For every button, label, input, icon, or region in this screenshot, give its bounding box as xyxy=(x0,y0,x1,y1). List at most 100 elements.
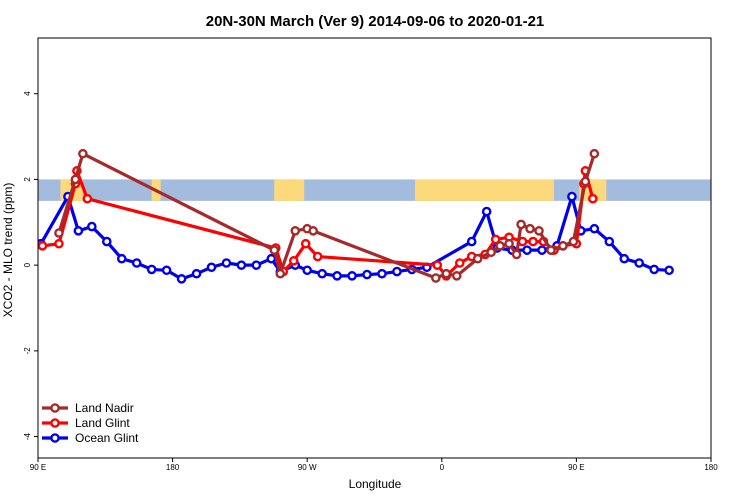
data-point xyxy=(82,193,93,204)
data-point xyxy=(38,241,48,251)
data-point xyxy=(288,256,299,266)
data-point xyxy=(317,268,327,279)
data-point xyxy=(634,258,645,268)
data-point xyxy=(466,236,477,247)
data-point xyxy=(78,148,88,159)
data-point xyxy=(490,234,501,245)
x-tick-label: 90 W xyxy=(298,463,317,472)
land-segment xyxy=(287,179,305,201)
data-point xyxy=(516,219,526,230)
data-point xyxy=(54,228,64,238)
legend-marker xyxy=(50,433,60,443)
data-point xyxy=(589,148,600,159)
data-point xyxy=(251,260,262,270)
data-point xyxy=(332,271,342,281)
y-axis-label: XCO2 - MLO trend (ppm) xyxy=(1,183,15,318)
x-tick-label: 90 E xyxy=(30,463,46,472)
data-point xyxy=(568,236,579,247)
data-point xyxy=(54,238,64,249)
data-point xyxy=(522,245,532,255)
data-point xyxy=(580,176,591,187)
data-point xyxy=(511,249,522,260)
data-point xyxy=(266,253,277,264)
data-point xyxy=(161,265,172,276)
y-tick-label: -4 xyxy=(23,432,32,440)
data-point xyxy=(534,226,544,236)
data-point xyxy=(131,258,142,268)
x-tick-label: 0 xyxy=(440,463,445,472)
data-point xyxy=(589,223,600,234)
data-point xyxy=(558,241,568,251)
legend-label: Land Nadir xyxy=(75,401,134,415)
data-point xyxy=(176,274,187,284)
data-point xyxy=(619,253,630,264)
data-point xyxy=(116,253,127,264)
data-point xyxy=(451,271,462,281)
data-point xyxy=(649,264,659,275)
data-point xyxy=(546,245,556,255)
data-point xyxy=(432,260,443,270)
data-point xyxy=(588,193,598,204)
data-point xyxy=(525,223,535,234)
data-point xyxy=(431,273,441,283)
data-point xyxy=(486,247,496,258)
legend-entry: Ocean Glint xyxy=(42,431,139,445)
x-tick-label: 180 xyxy=(166,463,180,472)
legend-marker xyxy=(50,403,60,413)
data-point xyxy=(236,260,247,270)
data-point xyxy=(504,238,514,249)
data-point xyxy=(308,226,318,236)
y-tick-label: -2 xyxy=(23,347,32,355)
data-point xyxy=(472,253,483,264)
legend-label: Ocean Glint xyxy=(75,431,139,445)
data-point xyxy=(312,251,323,262)
data-point xyxy=(528,236,538,247)
data-point xyxy=(70,174,81,185)
data-point xyxy=(221,258,232,268)
data-point xyxy=(454,258,465,268)
data-point xyxy=(604,236,615,247)
plot-frame xyxy=(37,37,712,459)
data-point xyxy=(275,268,286,279)
data-point xyxy=(537,245,547,255)
data-point xyxy=(191,268,202,279)
data-point xyxy=(347,271,357,281)
legend-entry: Land Glint xyxy=(42,416,130,430)
data-point xyxy=(73,226,84,236)
data-point xyxy=(290,226,301,236)
data-point xyxy=(567,191,577,202)
x-tick-label: 180 xyxy=(704,463,718,472)
land-segment xyxy=(70,179,83,201)
data-point xyxy=(302,265,313,276)
land-segment xyxy=(504,179,554,201)
data-point xyxy=(206,262,217,273)
y-tick-label: 4 xyxy=(23,91,32,96)
legend-entry: Land Nadir xyxy=(42,401,134,415)
series-land-nadir xyxy=(54,148,600,283)
data-point xyxy=(377,268,387,279)
series-layer xyxy=(38,148,674,284)
data-point xyxy=(300,238,311,249)
x-axis-label: Longitude xyxy=(349,477,402,491)
legend-marker xyxy=(50,418,60,428)
data-point xyxy=(495,241,505,251)
data-point xyxy=(664,265,674,276)
data-point xyxy=(87,221,97,232)
y-tick-label: 2 xyxy=(23,177,32,182)
chart-title: 20N-30N March (Ver 9) 2014-09-06 to 2020… xyxy=(206,13,545,30)
data-point xyxy=(362,269,372,280)
data-point xyxy=(146,264,157,275)
data-point xyxy=(101,236,112,247)
data-point xyxy=(269,245,280,255)
data-point xyxy=(441,268,452,279)
x-tick-label: 90 E xyxy=(568,463,584,472)
data-point xyxy=(392,266,402,277)
data-point xyxy=(481,206,492,217)
y-tick-label: 0 xyxy=(23,262,32,267)
y-axis: -4 -2 0 2 4 xyxy=(23,91,38,440)
land-segment xyxy=(414,179,508,201)
x-axis: 90 E 180 90 W 0 90 E 180 xyxy=(30,458,718,472)
legend-label: Land Glint xyxy=(75,416,130,430)
